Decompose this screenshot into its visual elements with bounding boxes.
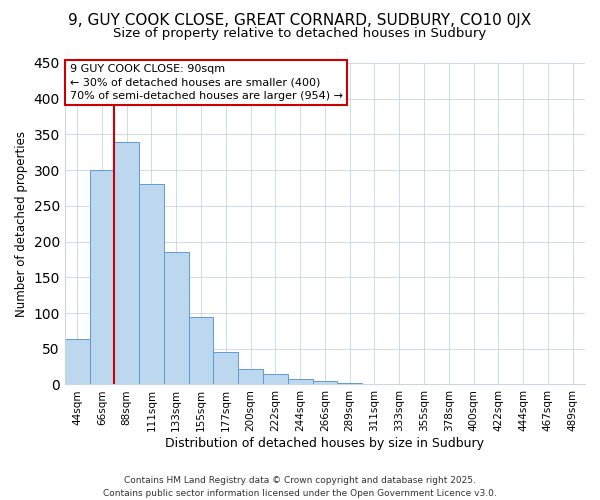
Bar xyxy=(214,352,238,384)
Text: 9 GUY COOK CLOSE: 90sqm
← 30% of detached houses are smaller (400)
70% of semi-d: 9 GUY COOK CLOSE: 90sqm ← 30% of detache… xyxy=(70,64,343,101)
Bar xyxy=(313,381,337,384)
Bar xyxy=(115,142,139,384)
Bar xyxy=(238,368,263,384)
Text: Size of property relative to detached houses in Sudbury: Size of property relative to detached ho… xyxy=(113,28,487,40)
Bar xyxy=(288,380,313,384)
Bar xyxy=(89,170,115,384)
Text: 9, GUY COOK CLOSE, GREAT CORNARD, SUDBURY, CO10 0JX: 9, GUY COOK CLOSE, GREAT CORNARD, SUDBUR… xyxy=(68,12,532,28)
Text: Contains HM Land Registry data © Crown copyright and database right 2025.
Contai: Contains HM Land Registry data © Crown c… xyxy=(103,476,497,498)
Bar xyxy=(263,374,288,384)
X-axis label: Distribution of detached houses by size in Sudbury: Distribution of detached houses by size … xyxy=(166,437,484,450)
Bar xyxy=(337,383,362,384)
Bar xyxy=(164,252,188,384)
Bar xyxy=(139,184,164,384)
Bar xyxy=(65,340,89,384)
Bar xyxy=(188,316,214,384)
Y-axis label: Number of detached properties: Number of detached properties xyxy=(15,130,28,316)
